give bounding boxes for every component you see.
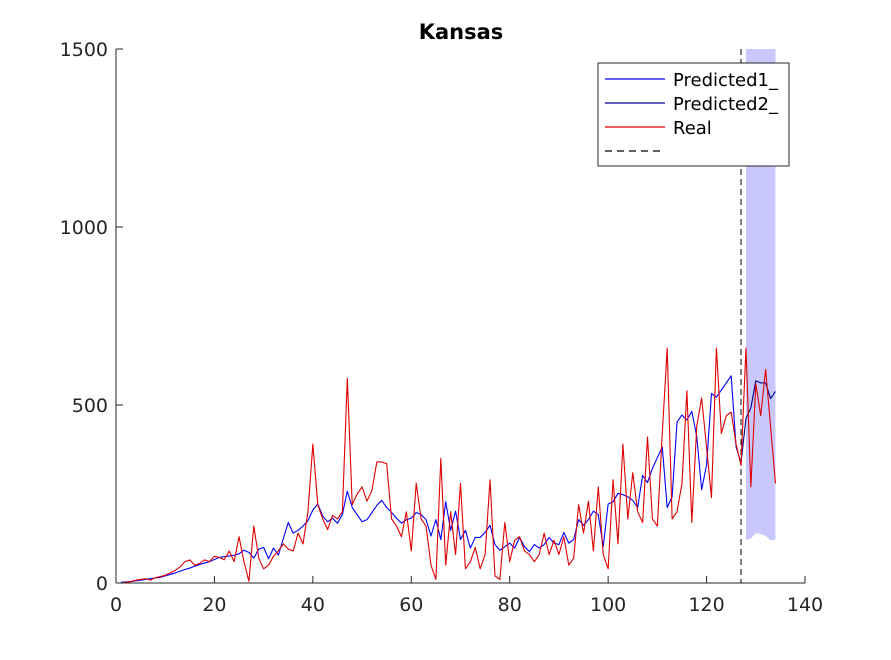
legend-entry-predicted1-label: Predicted1_ <box>673 70 779 91</box>
x-tick-label: 0 <box>110 594 122 616</box>
legend: Predicted1_ Predicted2_ Real <box>597 62 790 167</box>
series-line-real <box>120 347 777 584</box>
x-tick-label: 140 <box>787 594 823 616</box>
legend-entries: Predicted1_ Predicted2_ Real <box>605 70 779 152</box>
legend-entry-real-label: Real <box>673 118 712 139</box>
x-tick-label: 60 <box>399 594 423 616</box>
legend-entry-predicted2-label: Predicted2_ <box>673 94 779 115</box>
y-tick-label: 1000 <box>60 217 108 239</box>
axes-layer: 0 20 40 60 80 100 120 140 0 500 1000 1500 <box>60 39 823 616</box>
series-line-predicted2 <box>740 380 776 463</box>
forecast-band <box>745 49 776 541</box>
x-tick-label: 80 <box>498 594 522 616</box>
x-tick-label: 100 <box>590 594 626 616</box>
x-tick-label: 20 <box>202 594 226 616</box>
y-tick-label: 500 <box>72 395 108 417</box>
y-tick-label: 0 <box>96 573 108 595</box>
series-layer <box>120 347 777 584</box>
y-tick-label: 1500 <box>60 39 108 61</box>
x-tick-label: 120 <box>688 594 724 616</box>
chart-title: Kansas <box>419 20 504 44</box>
forecast-band-layer <box>745 49 776 541</box>
legend-box <box>597 62 790 167</box>
x-tick-label: 40 <box>301 594 325 616</box>
